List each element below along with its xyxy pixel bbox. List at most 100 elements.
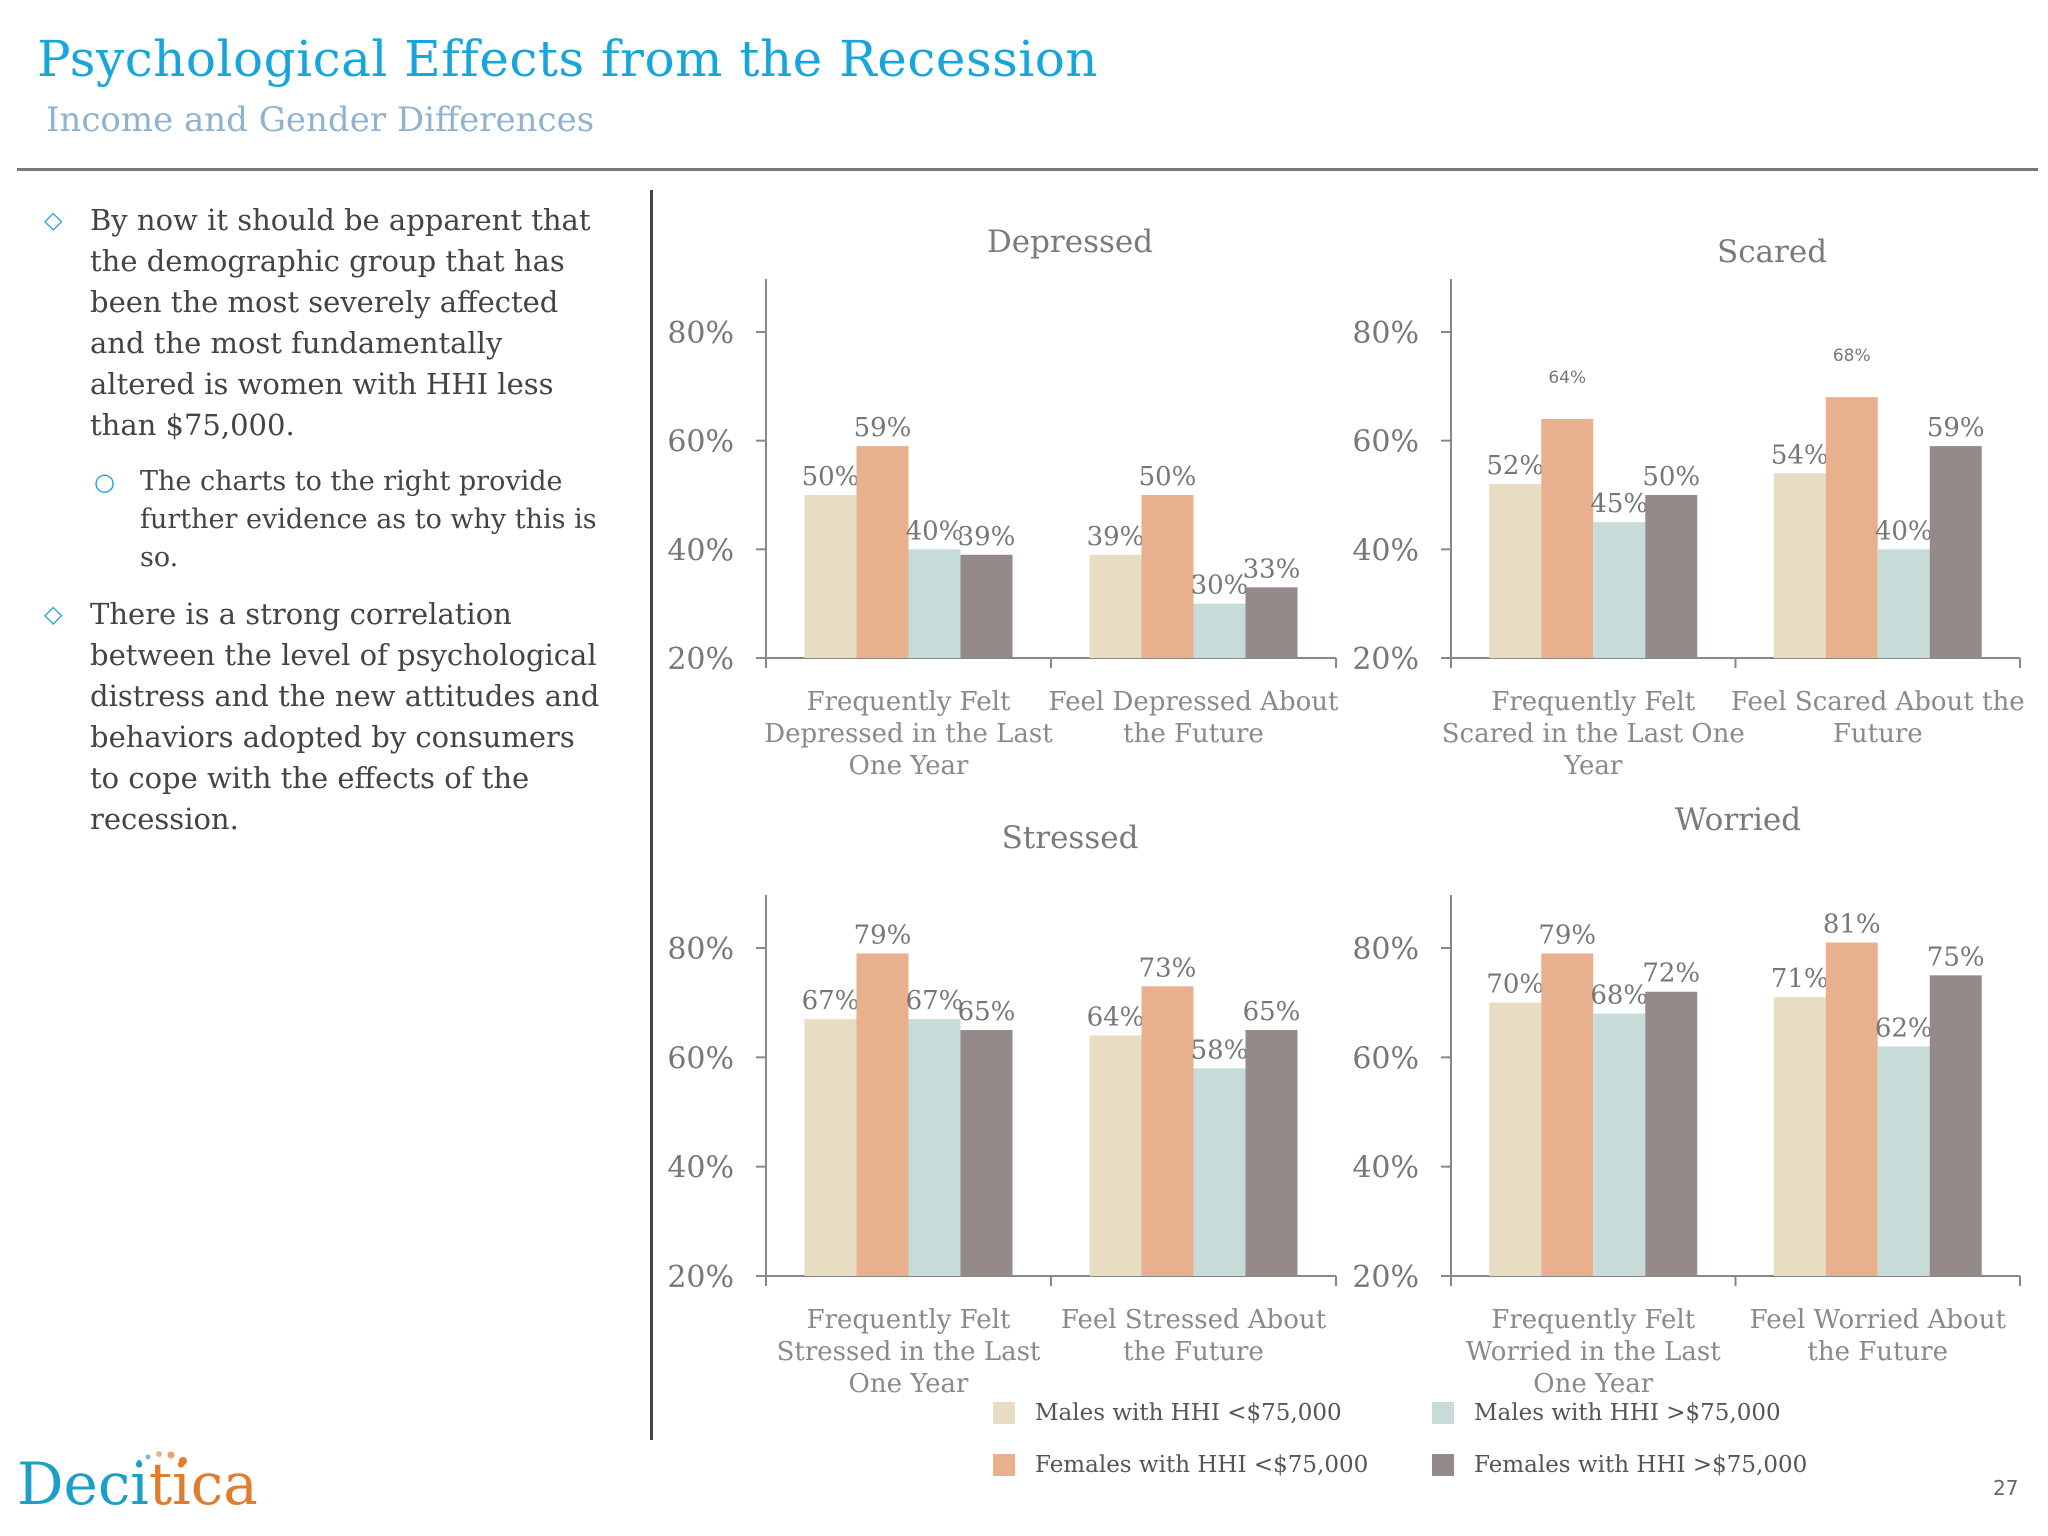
legend-label: Females with HHI >$75,000 [1474,1452,1808,1478]
legend-label: Males with HHI >$75,000 [1474,1400,1781,1426]
bar [1773,997,1826,1276]
category-label: the Future [1807,1337,1948,1367]
bullet-1: ◇ By now it should be apparent that the … [44,200,610,446]
bar [804,495,857,658]
category-label: One Year [849,1369,970,1399]
data-label: 33% [1243,554,1301,584]
category-label: the Future [1123,1337,1264,1367]
diamond-bullet-icon: ◇ [44,206,63,234]
bar [908,1019,961,1276]
data-label: 39% [958,522,1016,552]
data-label: 62% [1875,1013,1933,1043]
data-label: 58% [1191,1035,1249,1065]
category-label: Depressed in the Last [764,719,1053,749]
bar [960,1030,1013,1276]
data-label: 75% [1927,942,1985,972]
bar [1645,991,1698,1276]
bar [856,953,909,1276]
bar [856,446,909,658]
bar [1245,1030,1298,1276]
y-tick-label: 20% [1352,642,1419,677]
category-label: Scared in the Last One [1442,719,1745,749]
data-label: 40% [1875,516,1933,546]
data-label: 45% [1590,489,1648,519]
sub-bullet-text: The charts to the right provide further … [140,466,597,573]
bar [1141,986,1194,1276]
category-label: Worried in the Last [1466,1337,1721,1367]
data-label: 79% [1538,920,1596,950]
data-label: 50% [1139,462,1197,492]
y-tick-label: 60% [1352,1041,1419,1076]
data-label: 81% [1823,910,1881,940]
header-divider [17,168,2038,171]
category-label: Frequently Felt [807,687,1011,717]
bar [1489,484,1542,658]
y-tick-label: 80% [1352,932,1419,967]
y-tick-label: 60% [667,1041,734,1076]
logo-part-2: tica [136,1450,258,1518]
bullet-2: ◇ There is a strong correlation between … [44,594,610,840]
bar [1929,975,1982,1276]
bar [1541,953,1594,1276]
bar [1193,603,1246,658]
bar [1645,495,1698,658]
category-label: the Future [1123,719,1264,749]
category-label: Feel Depressed About [1049,687,1339,717]
legend-swatch [1432,1402,1454,1424]
category-label: One Year [849,751,970,781]
legend-item-females-over-75k: Females with HHI >$75,000 [1432,1452,1807,1478]
bar [1089,1035,1142,1276]
category-label: Stressed in the Last [777,1337,1041,1367]
data-label: 70% [1486,970,1544,1000]
bar [804,1019,857,1276]
bar [1877,549,1930,658]
y-tick-label: 60% [1352,425,1419,460]
data-label: 79% [854,920,912,950]
bar [1593,1013,1646,1276]
y-tick-label: 60% [667,425,734,460]
legend-label: Females with HHI <$75,000 [1035,1452,1369,1478]
chart-title: Worried [1675,802,1801,838]
logo-part-2-text: tica [148,1450,258,1518]
legend-swatch [1432,1454,1454,1476]
bar [908,549,961,658]
data-label: 71% [1771,964,1829,994]
page-subtitle: Income and Gender Differences [46,100,595,140]
data-label: 64% [1087,1002,1145,1032]
y-tick-label: 40% [1352,533,1419,568]
legend-swatch [993,1454,1015,1476]
bar [960,554,1013,658]
data-label: 30% [1191,571,1249,601]
bar [1089,554,1142,658]
bar [1489,1002,1542,1276]
y-tick-label: 20% [1352,1260,1419,1295]
category-label: Feel Scared About the [1731,687,2025,717]
bar [1245,587,1298,658]
diamond-bullet-icon: ◇ [44,600,63,628]
bar [1877,1046,1930,1276]
data-label: 50% [1642,462,1700,492]
sub-bullet-1: ○ The charts to the right provide furthe… [94,463,605,577]
legend-item-males-under-75k: Males with HHI <$75,000 [993,1400,1342,1426]
category-label: One Year [1533,1369,1654,1399]
data-label: 39% [1087,522,1145,552]
bar [1929,446,1982,658]
bar [1193,1068,1246,1276]
y-tick-label: 80% [667,932,734,967]
bar [1825,942,1878,1276]
bar [1141,495,1194,658]
chart-title: Depressed [987,224,1153,260]
data-label: 52% [1486,451,1544,481]
data-label: 50% [802,462,860,492]
legend-label: Males with HHI <$75,000 [1035,1400,1342,1426]
bullet-text: By now it should be apparent that the de… [90,203,591,442]
logo-part-1: Deci [17,1450,149,1518]
decitica-logo: Decitica [17,1450,258,1518]
category-label: Frequently Felt [807,1305,1011,1335]
vertical-divider [650,190,653,1440]
page-title: Psychological Effects from the Recession [37,30,1099,88]
data-label: 40% [906,516,964,546]
logo-dots-icon [136,1451,187,1465]
bar [1541,418,1594,658]
